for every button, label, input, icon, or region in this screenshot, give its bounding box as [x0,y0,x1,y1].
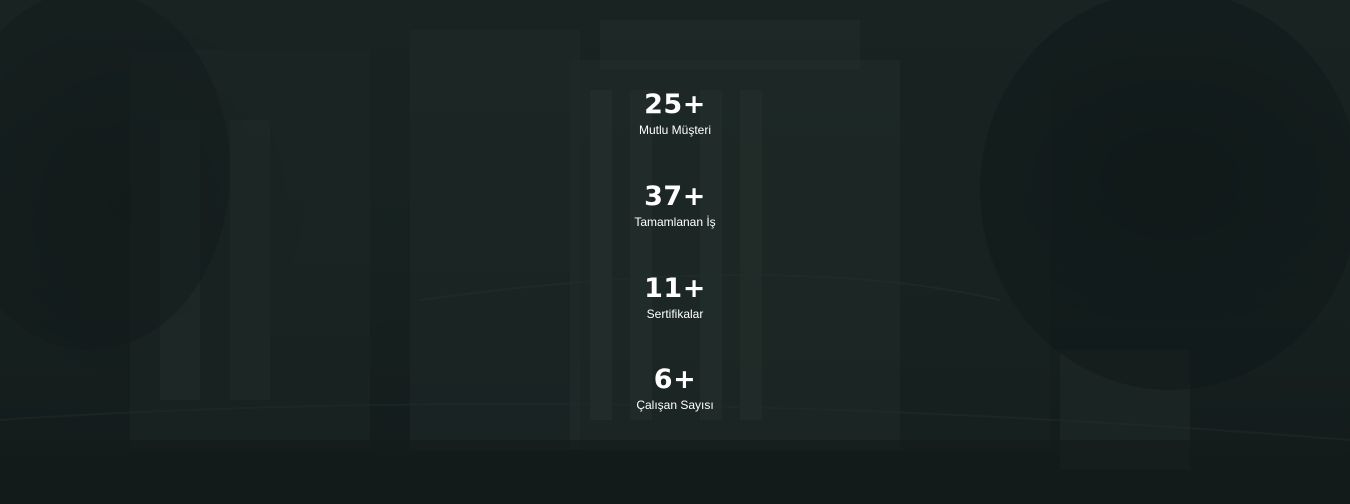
stat-value: 11+ [644,273,706,304]
stat-label: Tamamlanan İş [634,215,716,229]
stat-certificates: 11+ Sertifikalar [575,273,775,322]
stat-happy-customers: 25+ Mutlu Müşteri [575,89,775,138]
stat-value: 25+ [644,89,706,120]
stat-completed-jobs: 37+ Tamamlanan İş [575,181,775,230]
stat-label: Sertifikalar [646,307,704,321]
stat-employee-count: 6+ Çalışan Sayısı [575,364,775,413]
stat-value: 6+ [653,364,697,395]
stat-label: Çalışan Sayısı [636,398,714,412]
stat-value: 37+ [644,181,706,212]
stat-label: Mutlu Müşteri [638,123,712,137]
